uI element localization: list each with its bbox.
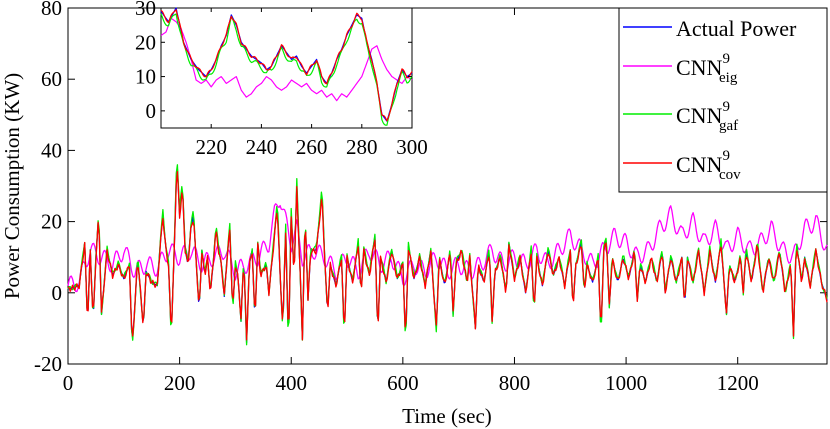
legend-eig-base: CNN	[676, 55, 723, 80]
inset-series-lines	[160, 7, 413, 126]
inset-y-tick-label: 0	[146, 99, 157, 123]
series-line-cov	[67, 171, 828, 341]
x-tick-label: 400	[275, 371, 307, 395]
inset-x-tick-label: 220	[195, 135, 227, 159]
y-tick-label: 60	[41, 67, 62, 91]
inset-x-tick-label: 240	[246, 135, 278, 159]
y-tick-label: -20	[34, 352, 62, 376]
x-tick-label: 600	[387, 371, 419, 395]
inset-x-tick-label: 260	[296, 135, 328, 159]
legend-cov-sub: cov	[719, 167, 741, 183]
legend-eig-sub: eig	[719, 70, 738, 86]
y-tick-label: 20	[41, 210, 62, 234]
legend-cov-sup: 9	[722, 148, 730, 164]
inset-y-tick-label: 10	[135, 65, 156, 89]
x-tick-label: 800	[499, 371, 531, 395]
x-axis-label: Time (sec)	[402, 404, 492, 428]
x-tick-label: 1000	[605, 371, 647, 395]
legend-label-eig: CNN9 eig	[676, 51, 738, 86]
legend: Actual Power CNN9 eig CNN9 gaf CNN9 cov	[618, 7, 828, 193]
legend-gaf-base: CNN	[676, 103, 723, 128]
inset-plot-area	[160, 7, 413, 129]
inset-y-tick-label: 30	[135, 0, 156, 20]
legend-label-gaf: CNN9 gaf	[676, 99, 738, 134]
legend-gaf-sup: 9	[722, 99, 730, 115]
main-series-lines	[67, 164, 828, 346]
x-tick-label: 1200	[717, 371, 759, 395]
y-tick-label: 80	[41, 0, 62, 20]
inset-axis-ticks: 220 240 260 280 300 0 10 20 30	[135, 0, 428, 159]
x-tick-label: 200	[164, 371, 196, 395]
y-tick-label: 0	[52, 281, 63, 305]
inset-x-tick-label: 280	[346, 135, 378, 159]
x-tick-label: 0	[63, 371, 74, 395]
inset-x-tick-label: 300	[396, 135, 428, 159]
legend-label-cov: CNN9 cov	[676, 148, 741, 183]
y-tick-label: 40	[41, 138, 62, 162]
legend-box	[618, 7, 828, 193]
inset-y-tick-label: 20	[135, 30, 156, 54]
legend-cov-base: CNN	[676, 152, 723, 177]
inset-series-line-cov	[160, 9, 413, 122]
inset-series-line-gaf	[160, 13, 413, 126]
legend-gaf-sub: gaf	[719, 118, 738, 134]
y-axis-label: Power Consumption (KW)	[0, 73, 24, 299]
legend-label-actual: Actual Power	[676, 16, 797, 41]
legend-eig-sup: 9	[722, 51, 730, 67]
